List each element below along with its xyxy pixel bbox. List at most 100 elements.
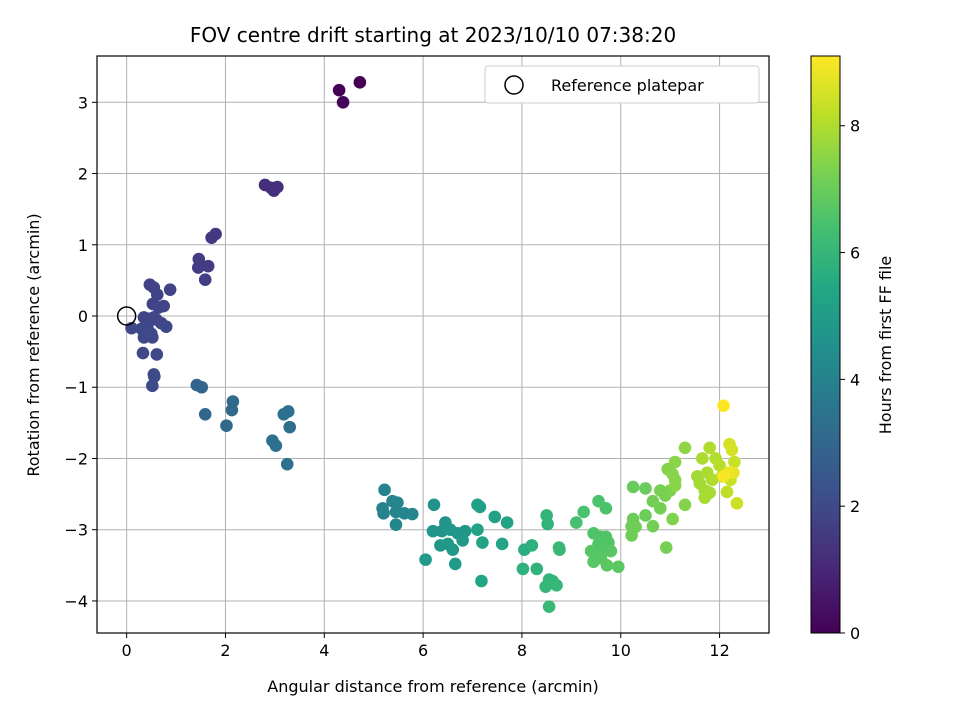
scatter-point — [678, 441, 692, 455]
scatter-point — [225, 403, 239, 417]
scatter-point — [281, 405, 295, 418]
scatter-point — [604, 544, 618, 558]
y-tick-label: −3 — [64, 521, 88, 540]
scatter-point — [577, 505, 591, 519]
scatter-point — [475, 574, 488, 588]
legend-label-reference: Reference platepar — [551, 76, 704, 95]
x-tick-label: 6 — [418, 641, 428, 660]
chart-title: FOV centre drift starting at 2023/10/10 … — [190, 23, 676, 47]
scatter-point — [569, 516, 583, 529]
scatter-point — [146, 331, 159, 344]
scatter-point — [391, 496, 404, 509]
scatter-point — [191, 261, 205, 274]
colorbar-tick-label: 2 — [850, 497, 860, 516]
legend: Reference platepar — [484, 65, 760, 104]
x-axis-ticks: 0 2 4 6 8 10 12 — [122, 633, 730, 660]
colorbar-tick-label: 8 — [850, 117, 860, 136]
scatter-point — [377, 507, 390, 520]
scatter-point — [725, 443, 739, 457]
y-tick-label: 3 — [78, 93, 88, 112]
x-tick-label: 12 — [709, 641, 729, 660]
scatter-point — [195, 380, 209, 394]
scatter-point — [271, 180, 284, 194]
colorbar-tick-label: 6 — [850, 244, 860, 263]
scatter-point — [539, 580, 552, 593]
y-tick-label: 2 — [78, 165, 88, 184]
colorbar-ticks: 0 2 4 6 8 — [840, 117, 860, 643]
scatter-point — [446, 543, 460, 556]
scatter-point — [525, 539, 539, 552]
x-tick-label: 10 — [611, 641, 631, 660]
scatter-point — [625, 529, 638, 542]
scatter-point — [476, 536, 489, 549]
scatter-point — [471, 523, 484, 537]
x-tick-label: 2 — [220, 641, 230, 660]
scatter-point — [419, 553, 432, 566]
scatter-point — [488, 510, 502, 524]
y-tick-label: −2 — [64, 449, 88, 468]
colorbar-label: Hours from first FF file — [876, 256, 895, 435]
scatter-point — [717, 469, 730, 483]
scatter-point — [198, 273, 212, 286]
scatter-point — [336, 96, 350, 109]
scatter-point — [150, 348, 164, 361]
scatter-point — [730, 497, 744, 510]
scatter-point — [220, 419, 233, 433]
scatter-point — [703, 441, 717, 455]
x-tick-label: 8 — [517, 641, 527, 660]
scatter-point — [550, 578, 563, 592]
x-tick-label: 4 — [319, 641, 329, 660]
legend-box — [484, 65, 760, 104]
scatter-point — [405, 507, 419, 521]
colorbar-tick-label: 0 — [850, 624, 860, 643]
scatter-point — [717, 399, 730, 413]
scatter-point — [495, 537, 509, 551]
scatter-point — [280, 457, 294, 471]
scatter-point — [720, 485, 734, 499]
scatter-point — [600, 559, 614, 572]
scatter-point — [353, 76, 367, 89]
scatter-point — [378, 483, 391, 497]
scatter-point — [332, 83, 346, 97]
y-axis-label: Rotation from reference (arcmin) — [24, 213, 43, 476]
scatter-point — [163, 283, 177, 296]
legend-marker-reference — [504, 75, 524, 95]
scatter-point — [713, 459, 726, 472]
scatter-point — [668, 479, 682, 492]
scatter-point — [500, 516, 514, 529]
scatter-point — [136, 346, 150, 360]
scatter-point — [705, 473, 719, 487]
y-tick-label: 0 — [78, 307, 88, 326]
scatter-point — [611, 560, 625, 574]
scatter-point — [283, 420, 297, 434]
scatter-point — [695, 452, 709, 465]
scatter-point — [653, 502, 667, 515]
scatter-point — [666, 512, 679, 526]
scatter-point — [152, 301, 166, 314]
scatter-point — [639, 482, 652, 495]
scatter-point — [426, 524, 440, 538]
y-tick-label: 1 — [78, 236, 88, 255]
scatter-point — [639, 509, 652, 522]
x-axis-label: Angular distance from reference (arcmin) — [267, 677, 598, 696]
scatter-point — [448, 557, 462, 571]
scatter-point — [530, 562, 544, 576]
scatter-point — [201, 259, 215, 273]
scatter-point — [541, 517, 554, 531]
scatter-point — [668, 455, 682, 469]
colorbar-gradient — [810, 55, 841, 634]
y-tick-label: −1 — [64, 378, 88, 397]
scatter-point — [646, 519, 660, 533]
grid-lines — [97, 56, 769, 633]
scatter-point — [427, 498, 441, 512]
scatter-point — [553, 543, 566, 556]
x-tick-label: 0 — [122, 641, 132, 660]
scatter-point — [728, 455, 741, 469]
scatter-point — [599, 502, 613, 515]
scatter-point — [703, 486, 717, 499]
scatter-point — [389, 518, 403, 532]
scatter-point — [516, 562, 530, 576]
scatter-point — [542, 600, 556, 613]
scatter-point — [209, 227, 222, 241]
